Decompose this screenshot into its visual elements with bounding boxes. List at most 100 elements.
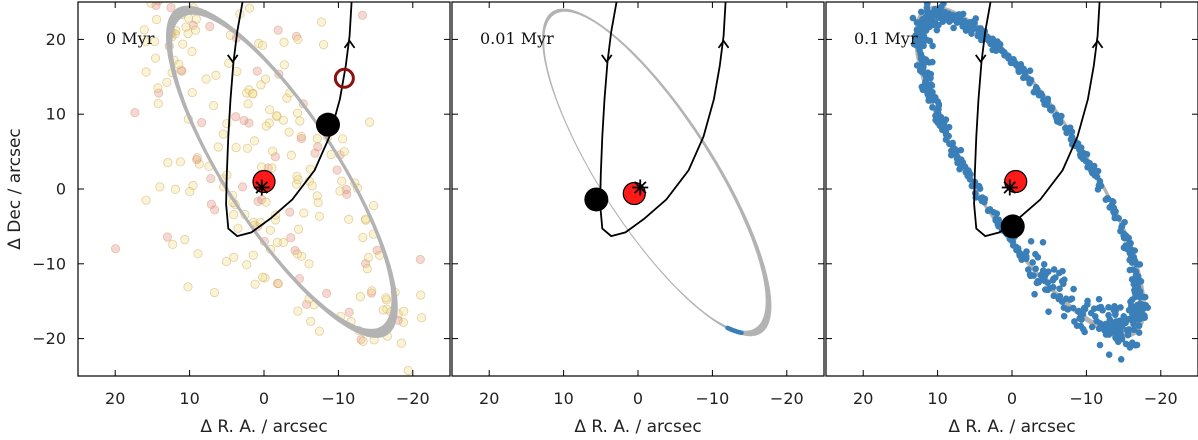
particle-point	[365, 117, 375, 127]
particle-point	[917, 8, 925, 16]
particle-point	[909, 14, 917, 22]
particle-point	[1109, 198, 1117, 206]
particle-point	[367, 286, 377, 296]
particle-point	[154, 2, 163, 6]
star-ray	[255, 181, 269, 194]
particle-point	[130, 108, 140, 118]
particle-point	[237, 182, 248, 192]
particle-point	[256, 162, 267, 172]
particle-point	[258, 272, 268, 282]
particle-point	[341, 185, 351, 195]
ring	[166, 5, 398, 338]
particle-point	[209, 101, 219, 111]
particle-point	[183, 28, 193, 39]
particle-point	[1125, 315, 1133, 323]
particle-point	[1035, 91, 1043, 99]
particle-point	[291, 31, 302, 41]
particle-point	[997, 45, 1004, 53]
particle-point	[295, 116, 305, 126]
particle-point	[949, 139, 957, 147]
particle-point	[272, 278, 283, 289]
particle-point	[378, 305, 388, 315]
particle-point	[299, 208, 309, 218]
particle-point	[922, 56, 930, 63]
particle-point	[1039, 238, 1047, 246]
particle-point	[358, 336, 368, 346]
particle-point	[163, 158, 173, 168]
particle-point	[1023, 248, 1030, 255]
particle-point	[213, 142, 223, 152]
particle-point	[188, 181, 198, 191]
particle-point	[1022, 255, 1030, 263]
particle-point	[286, 233, 296, 243]
particle-point	[361, 258, 371, 269]
particle-point	[1112, 318, 1120, 325]
particle-point	[1001, 51, 1008, 59]
particle-point	[197, 118, 207, 128]
particle-point	[155, 182, 165, 192]
x-tick-label: 10	[179, 389, 199, 408]
particle-point	[152, 14, 162, 25]
particle-point	[279, 60, 289, 70]
particle-point	[1045, 308, 1052, 315]
particle-point	[1070, 285, 1077, 293]
particle-point	[292, 108, 303, 118]
plot-area	[110, 2, 427, 376]
particle-point	[1053, 118, 1061, 125]
orbit-arrow-down	[227, 54, 239, 64]
particle-point	[1102, 196, 1110, 203]
particle-point	[934, 108, 941, 115]
particle-point	[916, 46, 923, 54]
particle-point	[146, 2, 156, 8]
ring	[914, 5, 1146, 338]
particle-point	[337, 176, 347, 186]
particle-point	[211, 70, 221, 80]
particle-point	[978, 36, 985, 44]
particle-point	[338, 134, 348, 144]
particle-point	[192, 154, 202, 165]
particle-point	[1020, 65, 1027, 73]
particle-point	[1117, 356, 1125, 363]
particle-point	[399, 306, 409, 316]
particle-point	[153, 99, 163, 109]
particle-point	[1040, 260, 1048, 268]
particle-point	[326, 150, 336, 160]
particle-point	[1132, 268, 1140, 275]
particle-point	[253, 196, 263, 207]
particle-point	[1032, 265, 1039, 273]
x-tick-label: 20	[853, 389, 873, 408]
particle-point	[187, 87, 197, 98]
particle-point	[249, 136, 260, 146]
particle-point	[339, 147, 349, 157]
particle-point	[292, 249, 303, 259]
particle-point	[1136, 309, 1143, 316]
orbit-line	[599, 2, 727, 238]
particle-point	[293, 34, 303, 44]
particle-point	[181, 22, 191, 32]
particle-point	[357, 10, 368, 20]
particle-point	[307, 181, 317, 191]
particle-point	[1068, 128, 1076, 135]
particle-point	[957, 156, 965, 163]
particle-point	[416, 290, 426, 300]
x-tick-label: −10	[322, 389, 356, 408]
particle-point	[929, 104, 936, 111]
particle-point	[1134, 284, 1142, 291]
panel-title: 0.1 Myr	[854, 29, 918, 48]
particle-point	[1105, 351, 1113, 358]
particle-point	[278, 237, 288, 248]
particle-point	[1068, 295, 1076, 302]
particle-point	[180, 235, 190, 245]
particle-point	[1130, 326, 1138, 334]
particle-point	[282, 93, 292, 103]
particle-point	[261, 121, 271, 131]
particle-point	[1111, 311, 1119, 319]
particle-point	[1135, 329, 1143, 336]
particle-point	[1064, 306, 1072, 313]
particle-point	[231, 142, 241, 153]
orbit-line	[973, 2, 1101, 238]
y-tick-label: −10	[32, 254, 66, 273]
particle-point	[153, 83, 163, 93]
particle-point	[938, 14, 945, 22]
particle-point	[243, 99, 253, 109]
